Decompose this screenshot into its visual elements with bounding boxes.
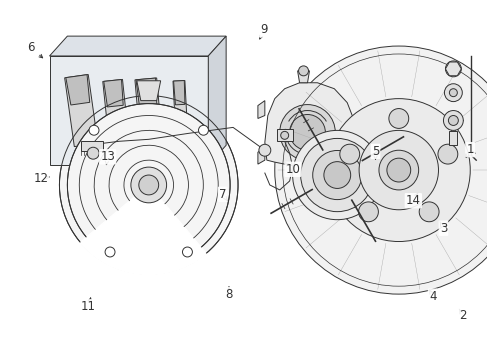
Text: 11: 11	[81, 300, 96, 313]
Text: 6: 6	[27, 41, 35, 54]
Polygon shape	[103, 80, 123, 107]
Circle shape	[444, 84, 461, 102]
Circle shape	[67, 104, 230, 266]
Polygon shape	[257, 100, 264, 118]
Circle shape	[274, 46, 488, 294]
Polygon shape	[64, 75, 98, 147]
Text: 2: 2	[458, 309, 466, 322]
Circle shape	[89, 125, 99, 135]
Circle shape	[105, 247, 115, 257]
Text: 8: 8	[225, 288, 232, 301]
Circle shape	[386, 158, 410, 182]
Text: 1: 1	[466, 143, 473, 156]
Polygon shape	[66, 75, 90, 105]
Circle shape	[447, 116, 457, 125]
Circle shape	[131, 167, 166, 203]
Circle shape	[139, 175, 158, 195]
Circle shape	[300, 139, 373, 212]
Circle shape	[437, 144, 457, 164]
Bar	[276, 129, 292, 141]
Circle shape	[443, 111, 462, 130]
Circle shape	[292, 130, 381, 220]
Circle shape	[323, 162, 350, 188]
Polygon shape	[257, 148, 264, 164]
Circle shape	[326, 99, 469, 242]
Text: 5: 5	[371, 145, 378, 158]
Polygon shape	[264, 83, 353, 168]
Polygon shape	[445, 62, 460, 76]
Polygon shape	[135, 78, 162, 147]
Text: 12: 12	[33, 172, 48, 185]
Circle shape	[388, 109, 408, 129]
Circle shape	[298, 66, 308, 76]
Text: 4: 4	[428, 289, 436, 303]
Polygon shape	[49, 56, 208, 165]
Wedge shape	[80, 185, 206, 275]
Circle shape	[378, 150, 418, 190]
Circle shape	[445, 61, 460, 77]
Circle shape	[87, 147, 99, 159]
Circle shape	[339, 144, 359, 164]
Polygon shape	[102, 80, 129, 146]
Text: 13: 13	[100, 150, 115, 163]
Text: 3: 3	[439, 222, 446, 235]
Circle shape	[289, 114, 325, 150]
Text: 7: 7	[219, 188, 226, 201]
Polygon shape	[137, 81, 161, 100]
Polygon shape	[208, 36, 225, 165]
Bar	[448, 131, 456, 145]
Circle shape	[258, 144, 270, 156]
Polygon shape	[297, 71, 309, 83]
Text: 9: 9	[260, 23, 267, 36]
Circle shape	[448, 89, 456, 96]
Circle shape	[358, 130, 438, 210]
Polygon shape	[136, 78, 157, 107]
Circle shape	[279, 105, 335, 160]
Circle shape	[418, 202, 438, 222]
Circle shape	[358, 202, 378, 222]
Circle shape	[312, 150, 361, 199]
Circle shape	[280, 131, 288, 139]
Text: 14: 14	[405, 194, 420, 207]
Polygon shape	[173, 81, 184, 105]
Circle shape	[182, 247, 192, 257]
Polygon shape	[49, 36, 225, 56]
Polygon shape	[173, 81, 187, 140]
Circle shape	[198, 125, 208, 135]
Bar	[81, 141, 103, 151]
Circle shape	[60, 96, 238, 274]
Text: 10: 10	[285, 163, 300, 176]
